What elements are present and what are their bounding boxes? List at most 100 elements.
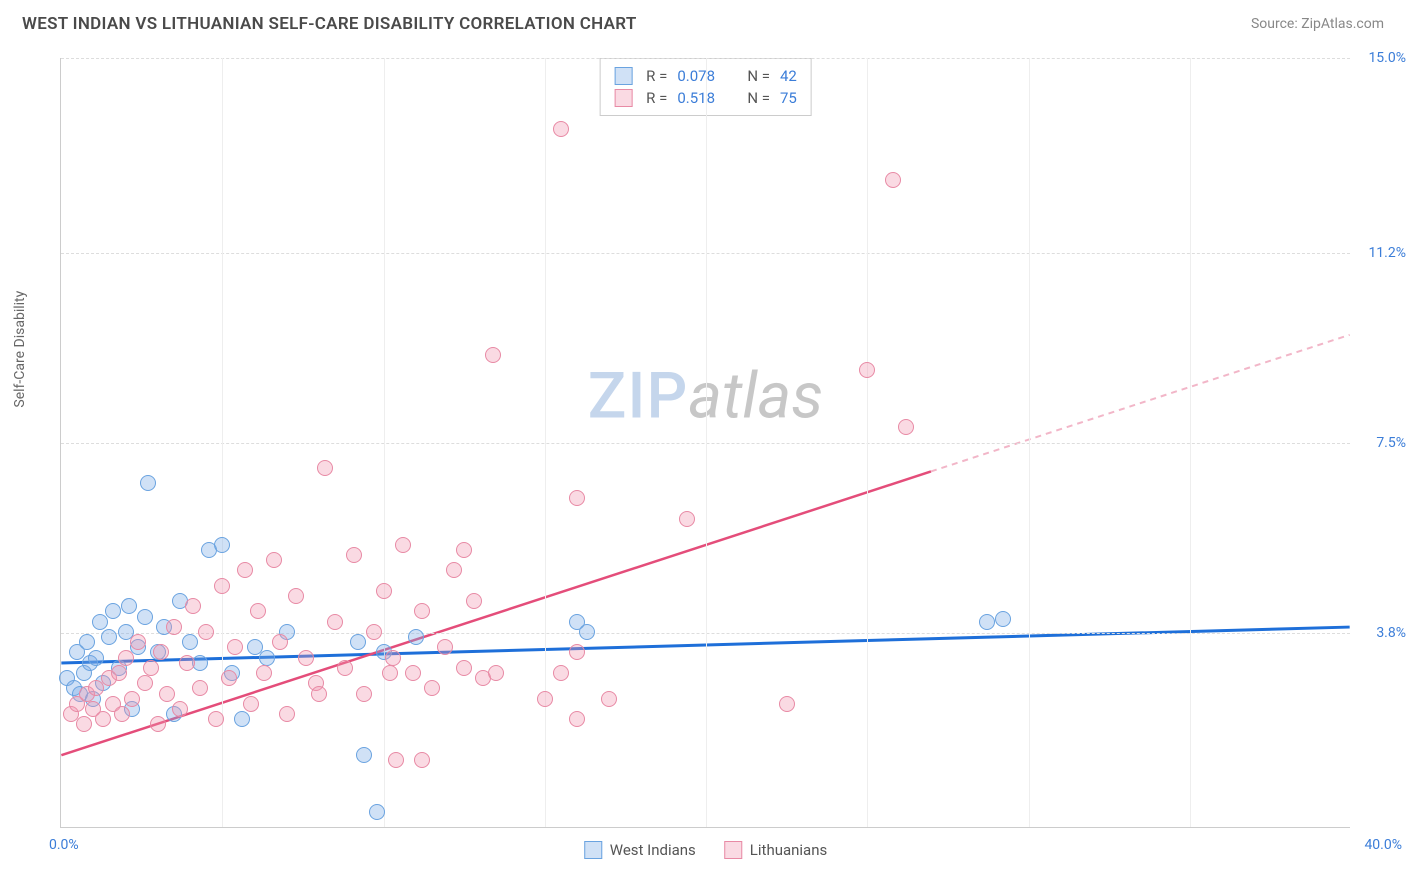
gridline-v: [1190, 58, 1191, 827]
data-point-lithuanians: [150, 716, 166, 732]
data-point-lithuanians: [569, 644, 585, 660]
data-point-west_indians: [369, 804, 385, 820]
data-point-west_indians: [408, 629, 424, 645]
data-point-lithuanians: [485, 347, 501, 363]
data-point-lithuanians: [885, 172, 901, 188]
data-point-lithuanians: [172, 701, 188, 717]
data-point-lithuanians: [76, 716, 92, 732]
y-axis-label: Self-Care Disability: [12, 291, 28, 408]
data-point-lithuanians: [569, 490, 585, 506]
data-point-west_indians: [101, 629, 117, 645]
data-point-lithuanians: [221, 670, 237, 686]
data-point-lithuanians: [95, 711, 111, 727]
r-value-lithuanians: 0.518: [677, 89, 727, 107]
x-tick-max: 40.0%: [1364, 837, 1402, 853]
data-point-lithuanians: [382, 665, 398, 681]
data-point-lithuanians: [179, 655, 195, 671]
gridline-v: [867, 58, 868, 827]
data-point-west_indians: [182, 634, 198, 650]
data-point-lithuanians: [298, 650, 314, 666]
data-point-west_indians: [137, 609, 153, 625]
data-point-lithuanians: [153, 644, 169, 660]
data-point-lithuanians: [227, 639, 243, 655]
data-point-lithuanians: [366, 624, 382, 640]
chart-title: WEST INDIAN VS LITHUANIAN SELF-CARE DISA…: [22, 14, 637, 34]
gridline-v: [545, 58, 546, 827]
data-point-lithuanians: [456, 660, 472, 676]
r-value-west_indians: 0.078: [677, 67, 727, 85]
data-point-west_indians: [356, 747, 372, 763]
chart-header: WEST INDIAN VS LITHUANIAN SELF-CARE DISA…: [0, 0, 1406, 42]
data-point-lithuanians: [679, 511, 695, 527]
data-point-west_indians: [979, 614, 995, 630]
r-label: R =: [646, 67, 667, 85]
legend-label-west_indians: West Indians: [610, 841, 696, 859]
data-point-lithuanians: [214, 578, 230, 594]
data-point-lithuanians: [237, 562, 253, 578]
data-point-west_indians: [350, 634, 366, 650]
swatch-west_indians: [614, 67, 632, 85]
data-point-lithuanians: [185, 598, 201, 614]
data-point-lithuanians: [437, 639, 453, 655]
data-point-lithuanians: [243, 696, 259, 712]
legend-label-lithuanians: Lithuanians: [750, 841, 827, 859]
gridline-v: [384, 58, 385, 827]
data-point-lithuanians: [569, 711, 585, 727]
data-point-lithuanians: [137, 675, 153, 691]
data-point-lithuanians: [346, 547, 362, 563]
data-point-lithuanians: [898, 419, 914, 435]
data-point-lithuanians: [456, 542, 472, 558]
y-tick-label: 3.8%: [1356, 625, 1406, 641]
data-point-lithuanians: [198, 624, 214, 640]
data-point-lithuanians: [311, 686, 327, 702]
data-point-west_indians: [140, 475, 156, 491]
data-point-lithuanians: [118, 650, 134, 666]
data-point-west_indians: [79, 634, 95, 650]
data-point-lithuanians: [385, 650, 401, 666]
data-point-lithuanians: [446, 562, 462, 578]
series-legend: West Indians Lithuanians: [584, 841, 828, 859]
data-point-lithuanians: [327, 614, 343, 630]
data-point-lithuanians: [166, 619, 182, 635]
data-point-lithuanians: [553, 121, 569, 137]
swatch-lithuanians: [614, 89, 632, 107]
y-tick-label: 15.0%: [1356, 50, 1406, 66]
n-label: N =: [747, 67, 770, 85]
data-point-lithuanians: [424, 680, 440, 696]
chart-area: Self-Care Disability ZIPatlas R =0.078N …: [50, 48, 1390, 868]
swatch-west_indians: [584, 841, 602, 859]
data-point-lithuanians: [414, 752, 430, 768]
data-point-lithuanians: [859, 362, 875, 378]
data-point-lithuanians: [279, 706, 295, 722]
data-point-lithuanians: [337, 660, 353, 676]
data-point-lithuanians: [124, 691, 140, 707]
data-point-west_indians: [259, 650, 275, 666]
data-point-lithuanians: [488, 665, 504, 681]
x-tick-min: 0.0%: [49, 837, 79, 853]
gridline-v: [222, 58, 223, 827]
data-point-west_indians: [121, 598, 137, 614]
n-value-lithuanians: 75: [780, 89, 797, 107]
data-point-lithuanians: [256, 665, 272, 681]
data-point-lithuanians: [114, 706, 130, 722]
data-point-west_indians: [995, 611, 1011, 627]
data-point-lithuanians: [376, 583, 392, 599]
gridline-v: [1029, 58, 1030, 827]
data-point-lithuanians: [466, 593, 482, 609]
data-point-west_indians: [234, 711, 250, 727]
data-point-lithuanians: [395, 537, 411, 553]
data-point-lithuanians: [159, 686, 175, 702]
data-point-west_indians: [214, 537, 230, 553]
legend-item-lithuanians: Lithuanians: [724, 841, 827, 859]
data-point-lithuanians: [111, 665, 127, 681]
data-point-lithuanians: [143, 660, 159, 676]
source-label: Source: ZipAtlas.com: [1251, 16, 1384, 32]
data-point-lithuanians: [130, 634, 146, 650]
swatch-lithuanians: [724, 841, 742, 859]
data-point-lithuanians: [405, 665, 421, 681]
data-point-lithuanians: [317, 460, 333, 476]
data-point-lithuanians: [250, 603, 266, 619]
data-point-lithuanians: [356, 686, 372, 702]
legend-item-west_indians: West Indians: [584, 841, 696, 859]
n-label: N =: [747, 89, 770, 107]
